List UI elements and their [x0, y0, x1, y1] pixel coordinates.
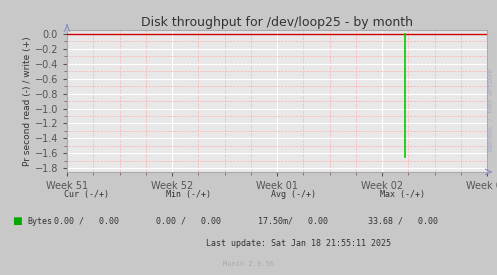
Text: 17.50m/   0.00: 17.50m/ 0.00 [258, 217, 328, 226]
Text: Cur (-/+): Cur (-/+) [65, 190, 109, 199]
Text: Avg (-/+): Avg (-/+) [271, 190, 316, 199]
Text: 0.00 /   0.00: 0.00 / 0.00 [157, 217, 221, 226]
Y-axis label: Pr second read (-) / write (+): Pr second read (-) / write (+) [23, 36, 32, 166]
Text: Bytes: Bytes [27, 217, 52, 226]
Text: ■: ■ [12, 216, 22, 226]
Text: 33.68 /   0.00: 33.68 / 0.00 [368, 217, 437, 226]
Text: 0.00 /   0.00: 0.00 / 0.00 [55, 217, 119, 226]
Text: Max (-/+): Max (-/+) [380, 190, 425, 199]
Title: Disk throughput for /dev/loop25 - by month: Disk throughput for /dev/loop25 - by mon… [141, 16, 413, 29]
Text: Last update: Sat Jan 18 21:55:11 2025: Last update: Sat Jan 18 21:55:11 2025 [206, 239, 391, 248]
Text: RRDTOOL / TOBI OETIKER: RRDTOOL / TOBI OETIKER [489, 69, 494, 151]
Text: Min (-/+): Min (-/+) [166, 190, 211, 199]
Text: Munin 2.0.56: Munin 2.0.56 [223, 261, 274, 267]
